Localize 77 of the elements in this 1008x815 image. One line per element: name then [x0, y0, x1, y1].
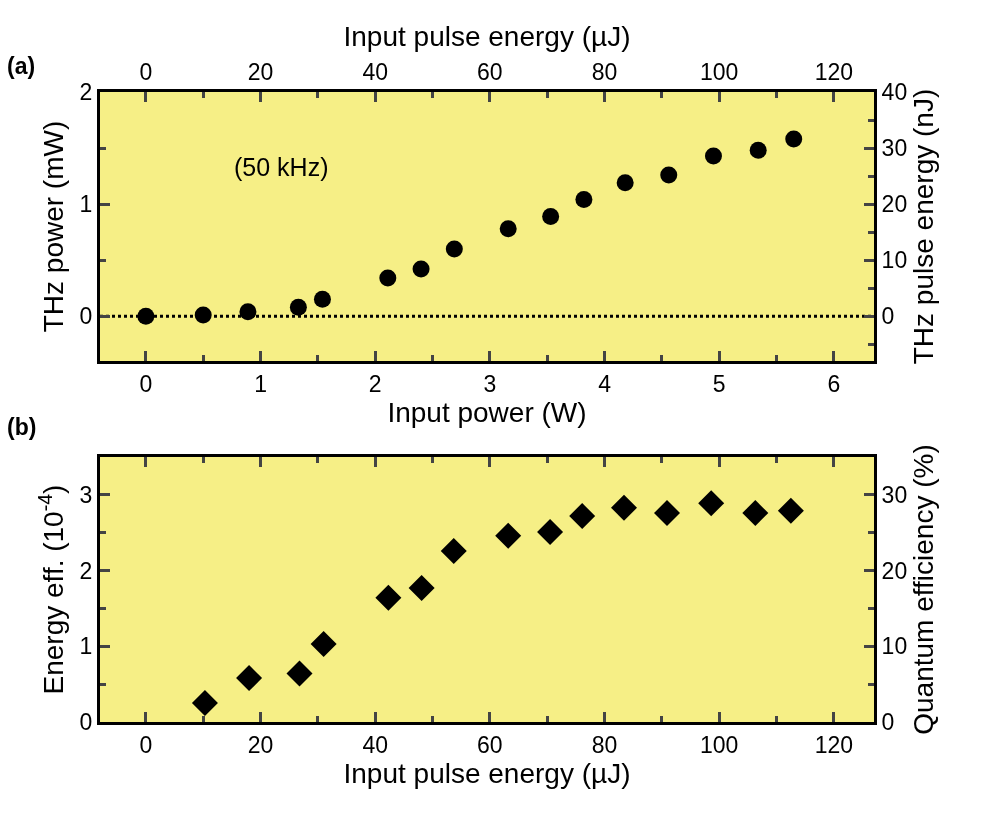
- point: [445, 240, 463, 258]
- y-tick-label: 3: [79, 481, 93, 508]
- point: [537, 518, 564, 545]
- y2-tick-label: 0: [881, 709, 895, 736]
- y-tick-label: 1: [79, 191, 93, 218]
- point: [375, 584, 402, 611]
- x2-tick-label: 0: [139, 58, 153, 85]
- point: [785, 130, 803, 148]
- x-tick-label: 40: [362, 731, 388, 758]
- point: [777, 497, 804, 524]
- y2-tick-label: 10: [881, 633, 908, 660]
- x-tick-label: 80: [591, 731, 618, 758]
- x-tick-label: 1: [254, 370, 267, 397]
- x2-tick-label: 120: [814, 58, 854, 85]
- y2-axis-title: Quantum efficiency (%): [908, 444, 940, 735]
- y-tick-label: 1: [79, 633, 93, 660]
- x-tick-label: 100: [700, 731, 739, 758]
- point: [499, 220, 517, 238]
- y-tick-label: 0: [79, 303, 93, 330]
- x-tick-label: 6: [827, 370, 841, 397]
- point: [654, 500, 681, 527]
- x-tick-label: 60: [477, 731, 503, 758]
- point: [137, 307, 155, 325]
- y2-tick-label: 10: [881, 247, 908, 274]
- y2-tick-label: 30: [881, 135, 908, 162]
- point: [194, 306, 212, 324]
- point: [379, 269, 397, 287]
- point: [542, 207, 560, 225]
- y-tick-label: 2: [79, 557, 93, 584]
- point: [704, 147, 722, 165]
- x2-tick-label: 80: [591, 58, 618, 85]
- point: [289, 298, 307, 316]
- x2-tick-label: 100: [700, 58, 739, 85]
- point: [616, 174, 634, 192]
- y-axis-title: THz power (mW): [38, 120, 70, 333]
- y2-tick-label: 30: [881, 481, 908, 508]
- x2-tick-label: 20: [247, 58, 274, 85]
- point: [749, 141, 767, 159]
- x-tick-label: 2: [368, 370, 382, 397]
- point: [698, 490, 725, 517]
- x-axis-title: Input pulse energy (µJ): [343, 757, 631, 789]
- point: [191, 690, 218, 717]
- x-tick-label: 5: [712, 370, 726, 397]
- y2-tick-label: 0: [881, 303, 895, 330]
- text: (a): [7, 53, 36, 79]
- text: (b): [7, 414, 37, 440]
- y-tick-label: 2: [79, 79, 93, 106]
- point: [660, 166, 678, 184]
- point: [569, 503, 596, 530]
- y-tick-label: 0: [79, 709, 93, 736]
- point: [412, 260, 430, 278]
- point: [495, 522, 522, 549]
- x-tick-label: 3: [483, 370, 497, 397]
- x-tick-label: 0: [139, 370, 153, 397]
- point: [440, 537, 467, 564]
- x2-tick-label: 60: [477, 58, 503, 85]
- point: [239, 303, 257, 321]
- point: [611, 494, 638, 521]
- point: [575, 191, 593, 209]
- annotation: (50 kHz): [234, 153, 329, 181]
- x-tick-label: 120: [814, 731, 854, 758]
- x2-axis-title: Input pulse energy (µJ): [343, 21, 631, 53]
- y2-tick-label: 20: [881, 557, 908, 584]
- point: [408, 574, 435, 601]
- point: [236, 665, 263, 692]
- x-tick-label: 4: [598, 370, 612, 397]
- point: [286, 660, 313, 687]
- y2-axis-title: THz pulse energy (nJ): [908, 88, 940, 365]
- point: [313, 290, 331, 308]
- y2-tick-label: 20: [881, 191, 908, 218]
- x-tick-label: 0: [139, 731, 153, 758]
- x-tick-label: 20: [247, 731, 274, 758]
- point: [310, 631, 337, 658]
- y2-tick-label: 40: [881, 79, 908, 106]
- x2-tick-label: 40: [362, 58, 388, 85]
- point: [742, 500, 769, 527]
- x-axis-title: Input power (W): [387, 396, 587, 428]
